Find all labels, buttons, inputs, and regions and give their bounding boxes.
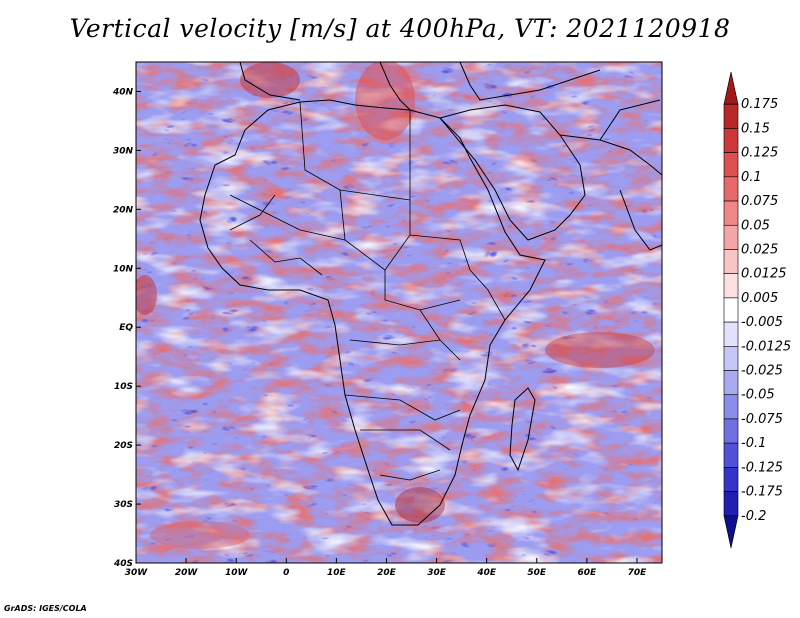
colorbar-label: 0.075 bbox=[741, 194, 778, 209]
colorbar-swatch bbox=[723, 394, 739, 420]
colorbar-swatch bbox=[723, 273, 739, 299]
colorbar-swatch bbox=[723, 418, 739, 444]
colorbar-label: 0.175 bbox=[741, 97, 778, 112]
colorbar-label: 0.025 bbox=[741, 242, 778, 257]
lon-tick-label: 10W bbox=[225, 568, 249, 578]
colorbar-swatch bbox=[723, 176, 739, 202]
lat-tick-label: 30S bbox=[114, 500, 133, 510]
lon-tick-label: 20W bbox=[175, 568, 199, 578]
colorbar-label: -0.175 bbox=[741, 485, 783, 500]
colorbar-label: -0.1 bbox=[741, 436, 766, 451]
lon-tick-label: 20E bbox=[377, 568, 397, 578]
colorbar-swatch bbox=[723, 71, 739, 105]
lon-tick-label: 30E bbox=[427, 568, 447, 578]
colorbar-swatch bbox=[723, 346, 739, 371]
colorbar-swatch bbox=[723, 224, 739, 250]
lat-tick-label: 10S bbox=[114, 382, 133, 392]
colorbar-swatch bbox=[723, 515, 739, 549]
colorbar-label: -0.075 bbox=[741, 412, 783, 427]
credit-text: GrADS: IGES/COLA bbox=[4, 604, 87, 613]
colorbar-label: -0.0125 bbox=[741, 339, 791, 354]
colorbar-label: 0.125 bbox=[741, 146, 778, 161]
lon-tick-label: 0 bbox=[283, 568, 289, 578]
lat-tick-label: 40S bbox=[113, 559, 133, 569]
colorbar-swatch bbox=[723, 249, 739, 274]
velocity-field bbox=[136, 62, 662, 563]
map-title: Vertical velocity [m/s] at 400hPa, VT: 2… bbox=[69, 14, 731, 43]
colorbar: 0.175 0.15 0.125 0.1 0.075 0.05 0.025 0.0125 0.0… bbox=[723, 71, 791, 549]
lat-tick-label: 30N bbox=[113, 146, 134, 156]
lat-tick-label: 20S bbox=[114, 441, 133, 451]
colorbar-label: 0.1 bbox=[741, 170, 762, 185]
colorbar-label: 0.05 bbox=[741, 218, 770, 233]
colorbar-swatch bbox=[723, 200, 739, 226]
lon-tick-label: 60E bbox=[578, 568, 598, 578]
colorbar-label: -0.05 bbox=[741, 388, 775, 403]
lon-tick-label: 10E bbox=[327, 568, 347, 578]
colorbar-label: -0.025 bbox=[741, 364, 783, 379]
map-frame bbox=[135, 61, 663, 564]
latitude-axis: 40N 30N 20N 10N EQ 10S 20S 30S 40S bbox=[112, 87, 141, 569]
lon-tick-label: 50E bbox=[527, 568, 547, 578]
lon-tick-label: 40E bbox=[476, 568, 497, 578]
lat-tick-label: EQ bbox=[119, 323, 133, 333]
lat-tick-label: 10N bbox=[113, 264, 134, 274]
colorbar-swatch bbox=[723, 467, 739, 492]
coastlines bbox=[199, 62, 662, 526]
colorbar-label: 0.15 bbox=[741, 121, 770, 136]
colorbar-swatch bbox=[723, 103, 739, 129]
colorbar-swatch bbox=[723, 128, 739, 153]
colorbar-label: -0.125 bbox=[741, 460, 783, 475]
country-borders bbox=[229, 101, 506, 481]
colorbar-swatch bbox=[723, 297, 739, 323]
colorbar-label: 0.005 bbox=[741, 291, 778, 306]
colorbar-label: -0.005 bbox=[741, 315, 783, 330]
colorbar-swatch bbox=[723, 152, 739, 178]
lon-tick-label: 70E bbox=[628, 568, 648, 578]
colorbar-swatch bbox=[723, 321, 739, 347]
lon-tick-label: 30W bbox=[125, 568, 149, 578]
colorbar-label: -0.2 bbox=[741, 509, 766, 524]
colorbar-swatch bbox=[723, 442, 739, 468]
colorbar-swatch bbox=[723, 370, 739, 396]
longitude-axis: 30W 20W 10W 0 10E 20E 30E 40E 50E 60E 70E bbox=[125, 558, 647, 578]
colorbar-label: 0.0125 bbox=[741, 267, 787, 282]
colorbar-swatch bbox=[723, 491, 739, 517]
lat-tick-label: 20N bbox=[113, 205, 134, 215]
lat-tick-label: 40N bbox=[112, 87, 134, 97]
